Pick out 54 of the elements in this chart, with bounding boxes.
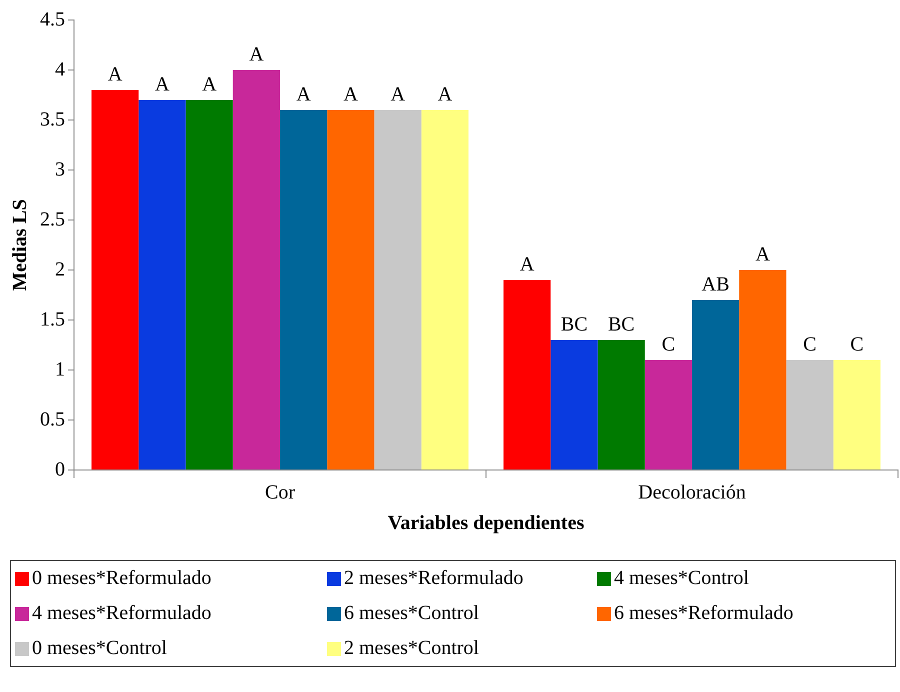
data-label: BC bbox=[560, 313, 588, 336]
data-label: A bbox=[520, 253, 535, 276]
y-tick-label: 3.5 bbox=[40, 108, 65, 130]
bar bbox=[186, 100, 233, 470]
legend-label: 2 meses*Control bbox=[344, 637, 479, 660]
legend-label: 0 meses*Control bbox=[32, 637, 167, 660]
bar bbox=[598, 340, 645, 470]
y-tick-label: 2.5 bbox=[40, 208, 65, 230]
bar bbox=[692, 300, 740, 470]
y-tick-label: 0.5 bbox=[40, 408, 65, 430]
data-label: AB bbox=[702, 273, 730, 296]
data-label: C bbox=[662, 333, 676, 356]
bar bbox=[421, 110, 468, 470]
x-tick-label: Decoloración bbox=[638, 481, 746, 504]
bar bbox=[786, 360, 834, 470]
bar bbox=[327, 110, 374, 470]
bar bbox=[833, 360, 880, 470]
y-tick-label: 0 bbox=[55, 458, 65, 480]
bar bbox=[92, 90, 139, 470]
legend-label: 6 meses*Reformulado bbox=[614, 602, 794, 625]
bar bbox=[232, 70, 280, 470]
data-label: A bbox=[296, 83, 312, 106]
legend-label: 6 meses*Control bbox=[344, 602, 479, 625]
data-label: A bbox=[755, 243, 770, 266]
y-tick-label: 1 bbox=[55, 358, 65, 380]
legend-label: 4 meses*Control bbox=[614, 567, 749, 590]
data-label: A bbox=[343, 83, 358, 106]
data-label: A bbox=[390, 83, 406, 106]
data-label: C bbox=[803, 333, 816, 356]
y-tick-label: 2 bbox=[55, 258, 65, 280]
data-label: A bbox=[202, 73, 218, 96]
legend-label: 2 meses*Reformulado bbox=[344, 567, 524, 590]
y-axis-title: Medias LS bbox=[9, 199, 32, 291]
data-label: A bbox=[154, 73, 170, 96]
x-axis-title: Variables dependientes bbox=[388, 512, 584, 534]
bar bbox=[374, 110, 422, 470]
data-label: BC bbox=[608, 313, 635, 336]
y-tick-label: 1.5 bbox=[40, 308, 65, 330]
legend-label: 0 meses*Reformulado bbox=[32, 567, 212, 590]
data-label: C bbox=[850, 333, 864, 356]
x-tick-label: Cor bbox=[265, 481, 296, 504]
bar bbox=[280, 110, 328, 470]
y-tick-label: 4.5 bbox=[40, 8, 65, 30]
bar bbox=[644, 360, 692, 470]
y-tick-label: 4 bbox=[55, 58, 65, 80]
legend-label: 4 meses*Reformulado bbox=[32, 602, 212, 625]
bar bbox=[504, 280, 551, 470]
data-label: A bbox=[438, 83, 453, 106]
data-label: A bbox=[249, 43, 264, 66]
bar bbox=[550, 340, 598, 470]
bar bbox=[739, 270, 786, 470]
y-tick-label: 3 bbox=[55, 158, 65, 180]
data-label: A bbox=[108, 63, 123, 86]
bar bbox=[138, 100, 186, 470]
